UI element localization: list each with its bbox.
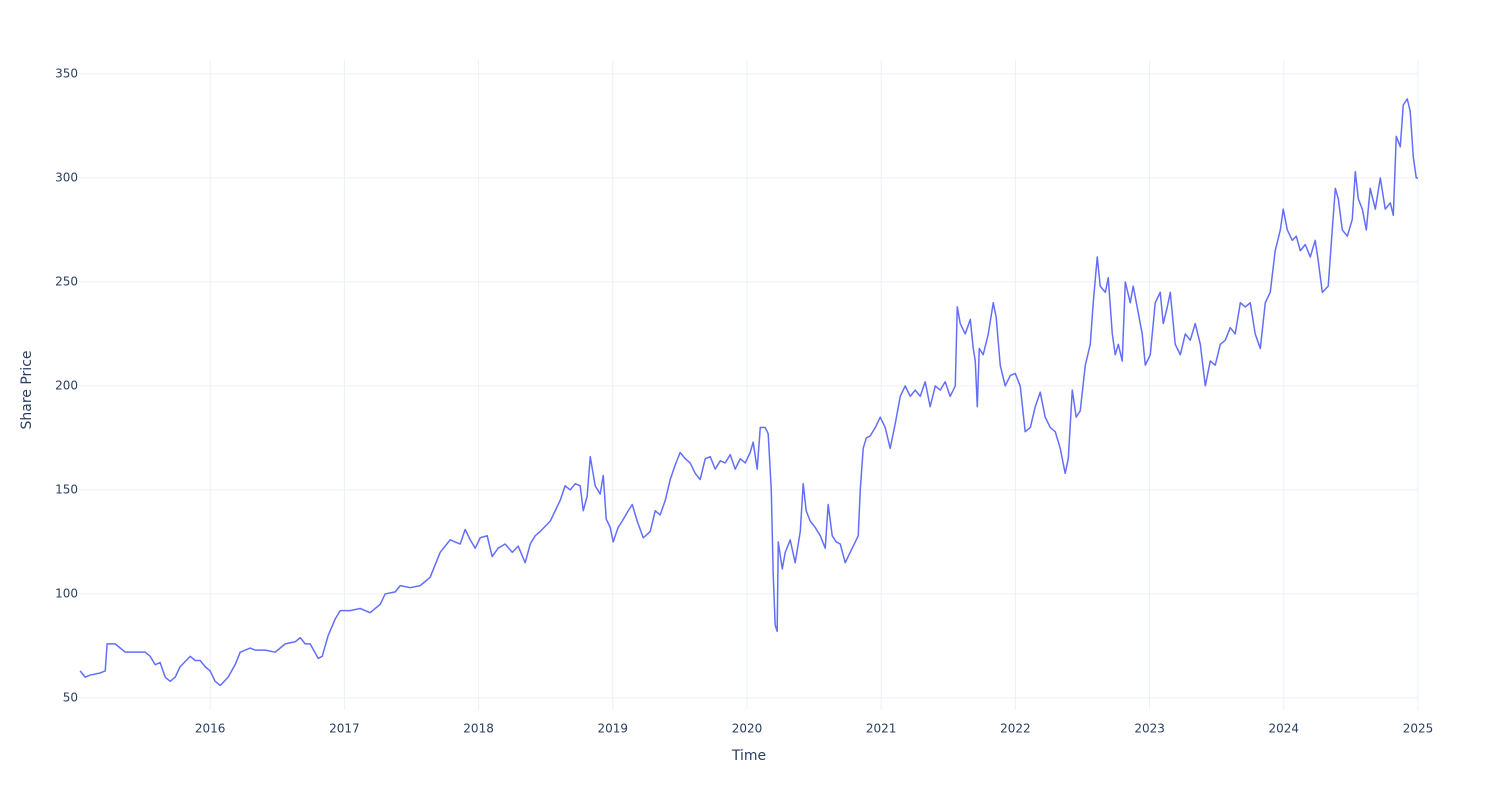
y-tick-label: 50 xyxy=(63,690,78,704)
x-tick-label: 2025 xyxy=(1403,722,1434,736)
x-tick-label: 2020 xyxy=(732,722,763,736)
y-tick-label: 350 xyxy=(55,66,78,80)
x-tick-label: 2018 xyxy=(463,722,494,736)
x-tick-label: 2022 xyxy=(1000,722,1031,736)
x-tick-label: 2019 xyxy=(598,722,629,736)
x-tick-label: 2017 xyxy=(329,722,360,736)
y-tick-label: 300 xyxy=(55,170,78,184)
grid xyxy=(80,60,1419,710)
y-axis-title: Share Price xyxy=(19,350,35,429)
x-tick-label: 2023 xyxy=(1134,722,1165,736)
x-tick-label: 2021 xyxy=(866,722,897,736)
y-tick-label: 150 xyxy=(55,482,78,496)
x-tick-label: 2016 xyxy=(195,722,226,736)
x-tick-label: 2024 xyxy=(1269,722,1300,736)
y-tick-label: 100 xyxy=(55,586,78,600)
price-line xyxy=(79,98,1418,687)
y-tick-label: 200 xyxy=(55,378,78,392)
y-tick-label: 250 xyxy=(55,274,78,288)
x-axis-title: Time xyxy=(731,748,766,764)
